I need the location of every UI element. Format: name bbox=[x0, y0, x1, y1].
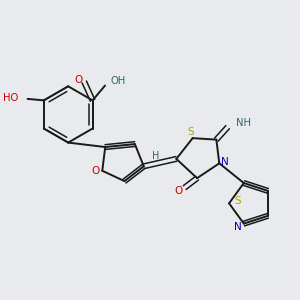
Text: O: O bbox=[92, 166, 100, 176]
Text: N: N bbox=[234, 222, 242, 232]
Text: S: S bbox=[188, 127, 194, 136]
Text: HO: HO bbox=[3, 93, 19, 103]
Text: S: S bbox=[234, 196, 241, 206]
Text: OH: OH bbox=[110, 76, 126, 86]
Text: O: O bbox=[75, 75, 83, 85]
Text: H: H bbox=[152, 151, 159, 161]
Text: O: O bbox=[174, 186, 182, 196]
Text: NH: NH bbox=[236, 118, 251, 128]
Text: N: N bbox=[221, 157, 229, 167]
